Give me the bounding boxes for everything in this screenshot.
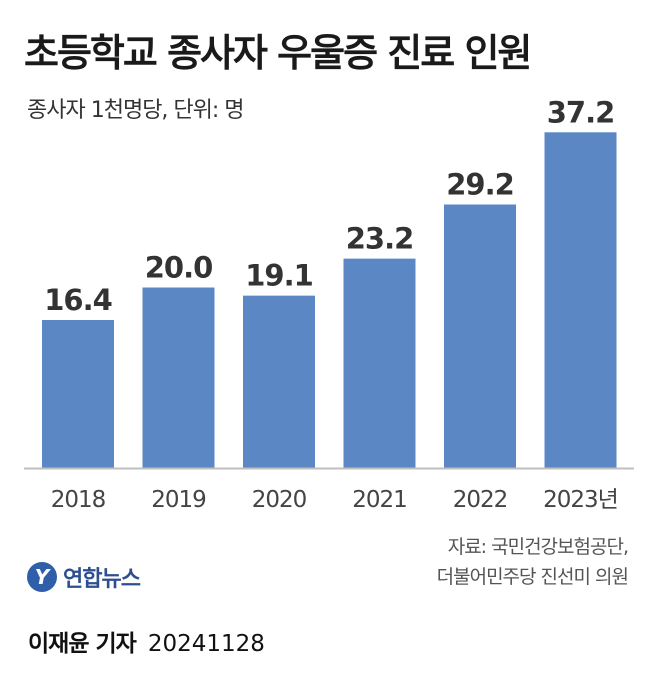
footer (0, 616, 656, 678)
x-tick-label-2022: 2022 (453, 487, 508, 513)
bar-2018 (42, 320, 114, 468)
bar-2020 (243, 295, 315, 468)
x-tick-label-2021: 2021 (352, 487, 407, 513)
bar-chart: 16.4 2018 20.0 2019 19.1 2020 23.2 2021 29.2 2022… (24, 95, 634, 513)
value-label-2022: 29.2 (446, 167, 514, 201)
yonhap-logo-icon: Y (27, 562, 57, 592)
bar-2019 (142, 287, 215, 468)
chart-subtitle: 종사자 1천명당, 단위: 명 (27, 98, 245, 123)
byline: 이재윤 기자 20241128 (28, 624, 265, 658)
reporter-name: 이재윤 기자 (28, 631, 137, 657)
x-tick-label-2018: 2018 (51, 487, 106, 513)
yonhap-logo: Y 연합뉴스 (27, 561, 141, 593)
value-label-2019: 20.0 (145, 251, 213, 285)
x-tick-label-2020: 2020 (252, 487, 307, 513)
source-line-1: 자료: 국민건강보험공단, (447, 536, 629, 558)
value-label-2018: 16.4 (44, 283, 112, 317)
source-note: 자료: 국민건강보험공단, 더불어민주당 진선미 의원 (436, 532, 629, 592)
yonhap-logo-text: 연합뉴스 (63, 567, 141, 592)
value-label-2021: 23.2 (346, 222, 414, 256)
x-tick-label-2019: 2019 (151, 487, 206, 513)
source-line-2: 더불어민주당 진선미 의원 (436, 566, 629, 588)
x-tick-label-2023년: 2023년 (543, 487, 618, 513)
value-label-2023년: 37.2 (547, 95, 615, 129)
publish-date: 20241128 (147, 631, 265, 657)
bar-2022 (444, 204, 516, 469)
value-label-2020: 19.1 (245, 259, 313, 293)
bar-2023년 (544, 132, 617, 469)
chart-title: 초등학교 종사자 우울증 진료 인원 (24, 31, 532, 75)
bar-2021 (343, 258, 416, 468)
